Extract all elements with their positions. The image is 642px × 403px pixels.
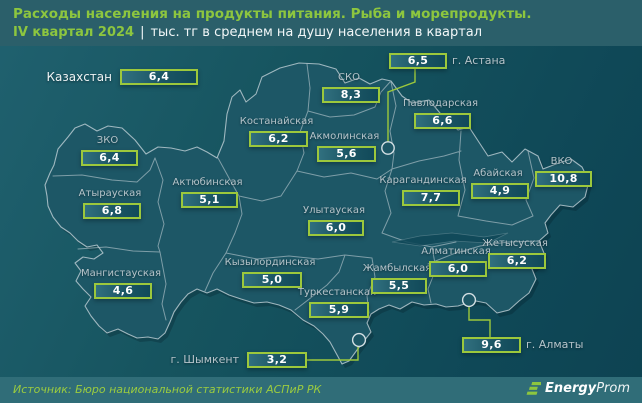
- region-label-almaty-city: г. Алматы: [526, 338, 584, 351]
- energyprom-icon: [526, 382, 542, 395]
- almaty-city-marker: [461, 292, 477, 308]
- value-box-mangystau: 4,6: [94, 283, 152, 299]
- region-label-aktobe: Актюбинская: [172, 177, 243, 188]
- value-box-sko: 8,3: [322, 87, 380, 103]
- value-box-ulytau: 6,0: [308, 220, 364, 236]
- shymkent-city-marker: [351, 332, 367, 348]
- shymkent-leader-line: [303, 347, 359, 361]
- astana-city-marker: [381, 141, 395, 155]
- value-box-zhambyl: 5,5: [371, 278, 427, 294]
- region-label-zhambyl: Жамбылская: [362, 263, 432, 274]
- value-box-pavlodar: 6,6: [414, 113, 471, 129]
- region-label-abay: Абайская: [473, 168, 523, 179]
- separator: |: [140, 25, 145, 40]
- region-label-sko: СКО: [338, 72, 360, 83]
- region-label-zko: ЗКО: [96, 135, 119, 146]
- value-box-karaganda: 7,7: [402, 190, 460, 206]
- unit-label: тыс. тг в среднем на душу населения в кв…: [150, 25, 483, 40]
- region-label-karaganda: Карагандинская: [379, 175, 467, 186]
- region-label-vko: ВКО: [550, 156, 573, 167]
- country-landmass: [44, 62, 590, 365]
- value-box-kyzylorda: 5,0: [242, 272, 302, 288]
- region-label-kyzylorda: Кызылординская: [224, 257, 316, 268]
- value-box-zko: 6,4: [81, 150, 138, 166]
- footer: Источник: Бюро национальной статистики А…: [0, 377, 642, 403]
- lake-balkhash: [391, 232, 509, 247]
- value-box-turkestan: 5,9: [309, 302, 369, 318]
- region-label-zhetysu: Жетысуская: [482, 238, 548, 249]
- region-label-mangystau: Мангистауская: [80, 268, 162, 279]
- region-label-ulytau: Улытауская: [303, 205, 365, 216]
- region-label-turkestan: Туркестанская: [297, 287, 377, 298]
- energyprom-logo: EnergyProm: [526, 381, 630, 396]
- value-box-akmola: 5,6: [317, 146, 376, 162]
- value-box-almaty-city: 9,6: [462, 337, 521, 353]
- region-label-country: Казахстан: [46, 70, 113, 84]
- value-box-kostanay: 6,2: [249, 131, 308, 147]
- region-label-astana: г. Астана: [452, 54, 506, 67]
- value-box-shymkent: 3,2: [247, 352, 307, 368]
- page-subtitle: IV квартал 2024 | тыс. тг в среднем на душ…: [13, 25, 482, 40]
- region-label-akmola: Акмолинская: [309, 131, 380, 142]
- astana-leader-line: [387, 69, 416, 142]
- value-box-abay: 4,9: [471, 183, 529, 199]
- region-label-almaty-region: Алматинская: [421, 246, 491, 257]
- value-box-atyrau: 6,8: [83, 203, 141, 219]
- region-label-pavlodar: Павлодарская: [402, 98, 479, 109]
- region-label-shymkent: г. Шымкент: [170, 353, 239, 366]
- page-title: Расходы населения на продукты питания. Р…: [13, 6, 532, 22]
- source-note: Источник: Бюро национальной статистики А…: [13, 383, 322, 396]
- energyprom-wordmark: EnergyProm: [545, 381, 630, 396]
- value-box-astana: 6,5: [389, 53, 447, 69]
- value-box-vko: 10,8: [535, 171, 592, 187]
- almaty-leader-line: [468, 307, 491, 337]
- value-box-aktobe: 5,1: [181, 192, 238, 208]
- period-label: IV квартал 2024: [13, 25, 135, 40]
- value-box-almaty-region: 6,0: [429, 261, 487, 277]
- region-label-kostanay: Костанайская: [239, 116, 314, 127]
- header: Расходы населения на продукты питания. Р…: [0, 0, 642, 46]
- value-box-zhetysu: 6,2: [488, 253, 546, 269]
- region-label-atyrau: Атырауская: [78, 188, 142, 199]
- value-box-country: 6,4: [120, 69, 198, 85]
